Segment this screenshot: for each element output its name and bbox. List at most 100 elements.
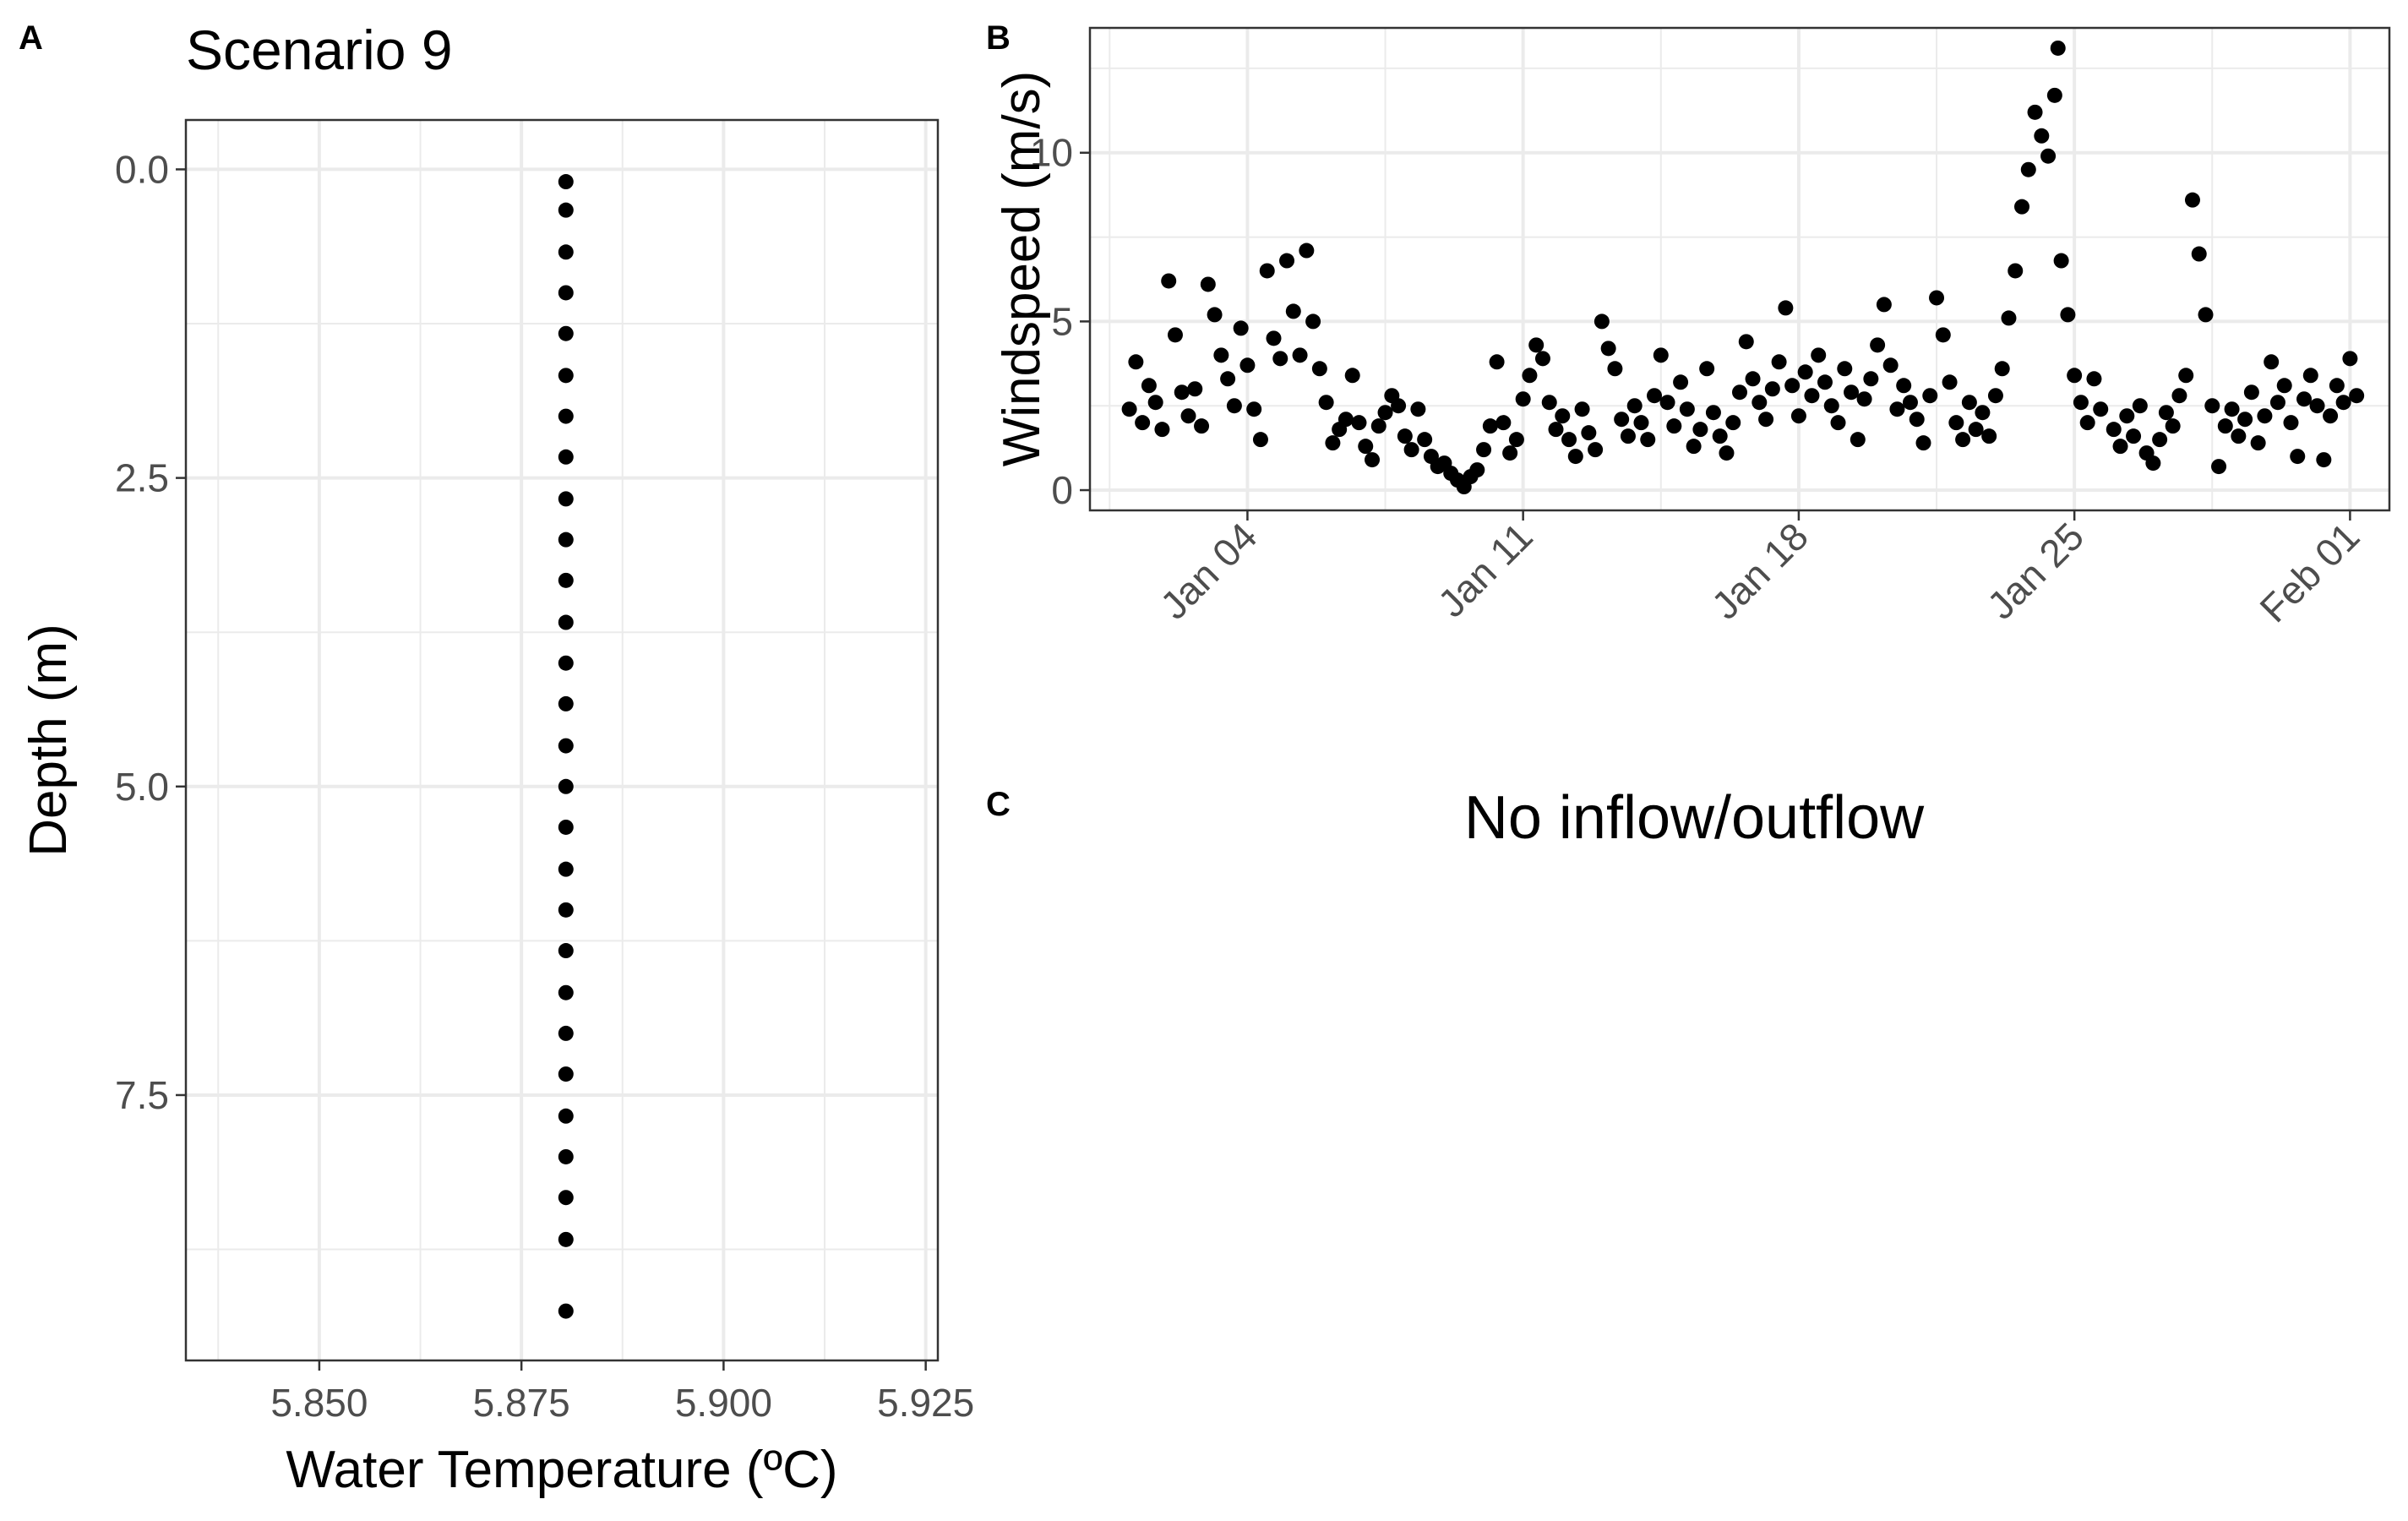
data-point [1929, 290, 1945, 306]
data-point [2178, 368, 2194, 384]
data-point [1220, 371, 1236, 387]
data-point [1725, 415, 1741, 431]
data-point [1266, 330, 1282, 346]
data-point [2126, 428, 2142, 444]
data-point [1876, 297, 1892, 313]
data-point [1279, 253, 1295, 269]
data-point [1194, 418, 1210, 434]
data-point [2302, 368, 2318, 384]
data-point [1482, 418, 1498, 434]
data-point [1305, 313, 1321, 330]
data-point [1351, 415, 1367, 431]
data-point [1626, 398, 1643, 414]
data-point [1555, 408, 1571, 424]
data-point [1797, 364, 1813, 380]
data-point [2034, 128, 2050, 144]
data-point [1994, 361, 2010, 377]
data-point [558, 1148, 574, 1164]
x-tick-label: 5.850 [270, 1381, 368, 1425]
data-point [558, 174, 574, 190]
data-point [1561, 432, 1577, 448]
x-tick-label: 5.925 [877, 1381, 974, 1425]
data-point [1837, 361, 1853, 377]
data-point [1896, 378, 1912, 394]
data-point [558, 491, 574, 507]
data-point [1659, 395, 1675, 411]
data-point [1942, 374, 1958, 390]
data-point [1679, 401, 1695, 417]
x-tick-label: 5.875 [473, 1381, 570, 1425]
data-point [1213, 347, 1229, 363]
data-point [2191, 246, 2207, 262]
data-point [1377, 405, 1393, 421]
panel-b-points [1121, 40, 2365, 495]
data-point [2211, 459, 2227, 475]
data-point [1410, 401, 1426, 417]
data-point [2040, 148, 2057, 164]
panel-a-x-ticks: 5.850 5.875 5.900 5.925 [270, 1360, 974, 1425]
data-point [1784, 378, 1801, 394]
data-point [558, 408, 574, 424]
data-point [1633, 415, 1649, 431]
data-point [1778, 300, 1794, 316]
data-point [558, 738, 574, 754]
data-point [1417, 432, 1433, 448]
data-point [2106, 422, 2122, 438]
x-tick-label: Jan 04 [1152, 514, 1265, 627]
data-point [1961, 395, 1977, 411]
data-point [1719, 445, 1735, 461]
data-point [1889, 401, 1905, 417]
data-point [1699, 361, 1715, 377]
data-point [1915, 435, 1931, 451]
data-point [2020, 161, 2036, 177]
data-point [558, 1066, 574, 1082]
data-point [1804, 388, 1820, 404]
data-point [1299, 243, 1315, 259]
panel-a-grid [186, 120, 938, 1360]
data-point [1863, 371, 1879, 387]
panel-a-depth-profile: A Scenario 9 0.0 2.5 5.0 7.5 5.850 5.875 5.90… [19, 19, 974, 1499]
x-tick-label: Feb 01 [2251, 514, 2367, 630]
y-tick-label: 0 [1051, 468, 1073, 512]
data-point [1174, 384, 1190, 401]
data-point [1712, 428, 1728, 444]
data-point [2276, 378, 2292, 394]
data-point [1167, 327, 1183, 343]
data-point [1246, 401, 1262, 417]
data-point [1226, 398, 1242, 414]
data-point [2050, 40, 2066, 56]
data-point [1647, 388, 1663, 404]
data-point [1607, 361, 1623, 377]
data-point [1968, 422, 1984, 438]
data-point [2145, 455, 2161, 472]
data-point [1574, 401, 1590, 417]
data-point [1522, 368, 1538, 384]
data-point [1534, 351, 1550, 367]
data-point [558, 614, 574, 630]
data-point [2296, 391, 2313, 407]
data-point [2198, 307, 2214, 323]
data-point [2243, 384, 2259, 401]
data-point [558, 1108, 574, 1124]
data-point [1640, 432, 1656, 448]
data-point [2014, 199, 2030, 215]
data-point [1154, 422, 1170, 438]
data-point [2027, 104, 2043, 120]
data-point [2269, 395, 2285, 411]
panel-a-x-axis-title: Water Temperature (ºC) [286, 1441, 837, 1499]
data-point [1365, 452, 1381, 468]
data-point [2152, 432, 2168, 448]
data-point [1318, 395, 1334, 411]
data-point [1811, 347, 1827, 363]
data-point [1614, 412, 1630, 428]
panel-b-windspeed: B 0 5 10 Jan 04 Jan 11 Jan 18 Jan 25 Feb 01 Wi… [986, 19, 2391, 630]
panel-c-note: C No inflow/outflow [986, 784, 1925, 852]
data-point [1285, 303, 1301, 319]
data-point [1823, 398, 1839, 414]
data-point [1161, 273, 1177, 289]
panel-a-tag: A [19, 19, 43, 57]
panel-c-text: No inflow/outflow [1464, 784, 1925, 852]
data-point [1502, 445, 1518, 461]
data-point [1902, 395, 1918, 411]
